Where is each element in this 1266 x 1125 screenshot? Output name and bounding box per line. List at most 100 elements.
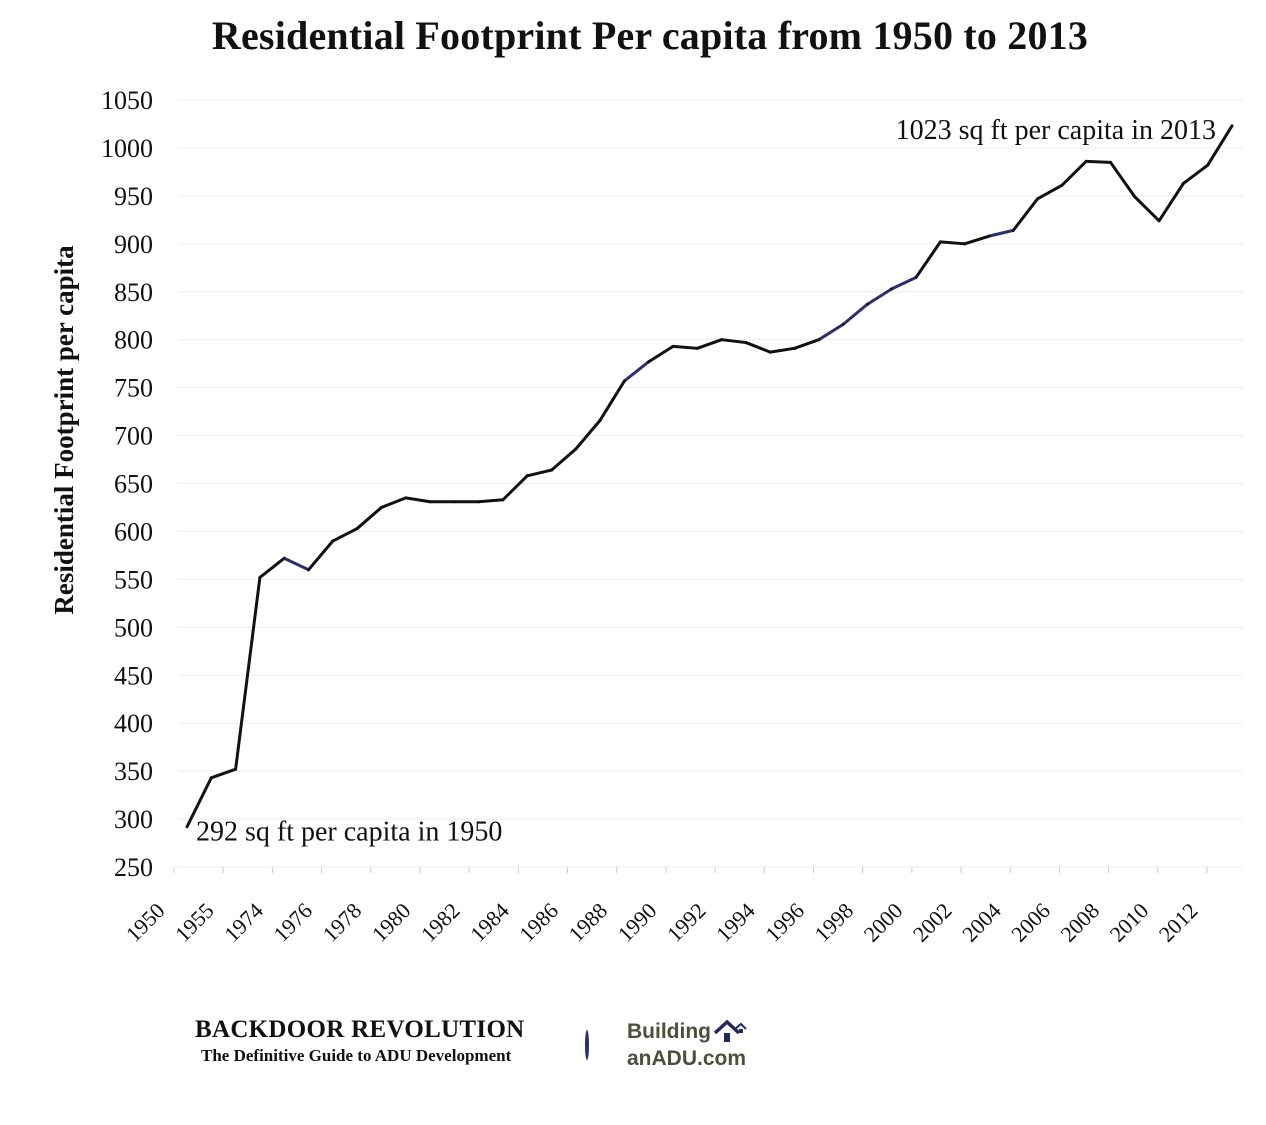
line-segment [185, 776, 213, 829]
data-point [817, 338, 821, 342]
line-segment [914, 240, 942, 279]
data-point [647, 360, 651, 364]
data-point [914, 275, 918, 279]
data-point [695, 346, 699, 350]
x-tick-label: 1976 [268, 898, 317, 947]
data-point [331, 539, 335, 543]
data-point [525, 474, 529, 478]
line-segment [355, 505, 383, 531]
line-segment [841, 302, 869, 326]
line-segment [1108, 160, 1137, 199]
line-segment [307, 539, 335, 572]
data-point [477, 500, 481, 504]
data-point [1060, 183, 1064, 187]
data-point [452, 500, 456, 504]
logo-divider [585, 1030, 589, 1060]
data-point [963, 242, 967, 246]
x-tick-label: 1988 [563, 898, 612, 947]
annotations: 292 sq ft per capita in 1950 1023 sq ft p… [196, 115, 1216, 848]
annotation-end: 1023 sq ft per capita in 2013 [896, 115, 1216, 146]
data-point [1011, 228, 1015, 232]
chart-plot: 250 300 350 400 450 500 550 600 650 700 750 800 850 9… [49, 86, 1243, 947]
line-segment [1084, 159, 1112, 164]
x-tick-label: 1982 [416, 898, 465, 947]
y-tick-label: 950 [114, 182, 153, 211]
brand-name: BACKDOOR REVOLUTION [195, 1016, 525, 1043]
line-segment [550, 447, 578, 472]
annotation-start: 292 sq ft per capita in 1950 [196, 817, 502, 848]
building-an-adu-logo: Building anADU.com [627, 1018, 747, 1072]
line-segment [1181, 163, 1210, 185]
data-point [307, 568, 310, 572]
y-tick-label: 500 [114, 613, 153, 642]
line-segment [1133, 195, 1161, 223]
footer-logos: BACKDOOR REVOLUTION The Definitive Guide… [0, 1010, 1266, 1090]
line-segment [234, 575, 262, 771]
line-segment [1060, 159, 1088, 187]
x-tick-label: 2000 [859, 898, 908, 947]
data-point [1133, 195, 1137, 199]
y-tick-label: 850 [114, 278, 153, 307]
x-tick-label: 1978 [318, 898, 367, 947]
line-segment [793, 338, 821, 350]
y-tick-label: 450 [114, 661, 153, 690]
data-point [768, 350, 772, 354]
data-point [598, 418, 602, 422]
data-point [841, 322, 845, 326]
line-segment [890, 275, 918, 291]
data-point [234, 767, 238, 771]
x-tick-label: 1950 [121, 898, 170, 947]
data-point [1206, 163, 1210, 167]
data-point [671, 344, 675, 348]
x-tick-label: 2010 [1105, 898, 1154, 947]
line-segment [379, 496, 408, 509]
data-point [623, 379, 626, 383]
house-icon [713, 1019, 747, 1042]
line-segment [987, 228, 1015, 238]
data-point [1084, 159, 1088, 163]
line-segment [501, 474, 529, 502]
y-tick-label: 800 [114, 326, 153, 355]
line-segment [720, 338, 748, 345]
y-tick-label: 250 [114, 853, 153, 882]
line-segment [477, 498, 505, 504]
data-point [720, 338, 724, 342]
y-axis-ticks: 250 300 350 400 450 500 550 600 650 700 750 800 850 9… [101, 86, 153, 882]
y-tick-label: 1050 [101, 86, 153, 115]
x-tick-label: 1990 [613, 898, 662, 947]
y-tick-label: 350 [114, 757, 153, 786]
line-segment [622, 360, 651, 383]
line-segment [574, 418, 602, 451]
data-point [258, 576, 262, 579]
brand-tagline: The Definitive Guide to ADU Development [201, 1046, 512, 1065]
data-point [355, 527, 359, 530]
data-point [1109, 160, 1112, 164]
line-segment [817, 322, 845, 342]
data-point [987, 234, 991, 238]
data-point [793, 346, 796, 350]
x-tick-label: 1986 [514, 898, 563, 947]
data-point [1230, 124, 1234, 128]
y-tick-label: 750 [114, 374, 153, 403]
line-segment [1011, 197, 1040, 232]
data-point [1157, 219, 1161, 223]
line-segment [598, 379, 626, 422]
line-segment [695, 338, 724, 350]
y-tick-label: 600 [114, 517, 153, 546]
line-segment [963, 234, 991, 246]
line-segment [865, 287, 894, 306]
data-point [890, 287, 894, 291]
x-tick-label: 1955 [170, 898, 219, 947]
line-segment [1206, 124, 1234, 167]
line-segment [647, 344, 675, 364]
x-tick-label: 1980 [367, 898, 416, 947]
x-axis-ticks: 1950 1955 1974 1976 1978 1980 1982 1984 1986 1988… [121, 867, 1208, 947]
x-tick-label: 1996 [760, 898, 809, 947]
x-tick-label: 1994 [711, 898, 760, 947]
data-point [380, 506, 383, 509]
partner-line1: Building [627, 1020, 711, 1043]
data-point [938, 240, 942, 244]
y-tick-label: 300 [114, 805, 153, 834]
data-point [574, 447, 578, 451]
y-tick-label: 400 [114, 709, 153, 738]
